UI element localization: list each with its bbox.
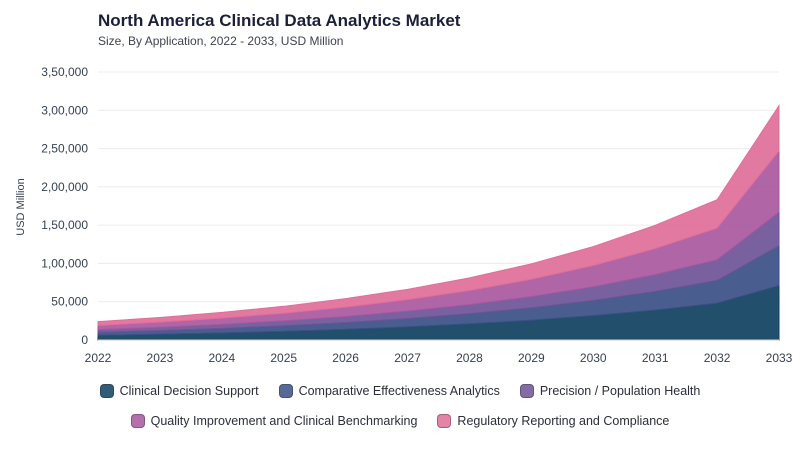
legend-swatch [99,384,114,398]
chart-title: North America Clinical Data Analytics Ma… [98,11,461,30]
chart-subtitle: Size, By Application, 2022 - 2033, USD M… [98,34,344,48]
y-tick-label: 3,50,000 [41,65,88,79]
x-tick-label: 2033 [766,351,793,365]
x-tick-label: 2030 [580,351,607,365]
x-tick-label: 2024 [208,351,235,365]
legend-swatch [519,384,534,398]
x-tick-label: 2031 [642,351,669,365]
y-tick-label: 2,50,000 [41,142,88,156]
legend-swatch [437,414,452,428]
legend-label: Precision / Population Health [539,384,701,398]
y-axis-label: USD Million [15,178,27,235]
x-tick-label: 2027 [394,351,421,365]
legend-label: Clinical Decision Support [119,384,259,398]
x-tick-label: 2022 [85,351,112,365]
x-tick-label: 2023 [147,351,174,365]
legend-item-clinical-decision-support[interactable]: Clinical Decision Support [99,384,259,398]
legend-item-quality-improvement[interactable]: Quality Improvement and Clinical Benchma… [130,414,418,428]
legend-row: Clinical Decision Support Comparative Ef… [0,384,800,398]
legend-item-precision-population-health[interactable]: Precision / Population Health [519,384,701,398]
legend-swatch [278,384,293,398]
area-series-5[interactable] [97,104,780,326]
x-tick-label: 2025 [270,351,297,365]
legend-label: Quality Improvement and Clinical Benchma… [150,414,418,428]
x-tick-label: 2029 [518,351,545,365]
y-tick-label: 2,00,000 [41,180,88,194]
y-axis-ticks: 0 50,000 1,00,000 1,50,000 2,00,000 2,50,000 3… [41,65,88,347]
legend-row: Quality Improvement and Clinical Benchma… [0,414,800,428]
legend-label: Comparative Effectiveness Analytics [298,384,500,398]
legend-label: Regulatory Reporting and Compliance [457,414,670,428]
y-tick-label: 50,000 [51,295,88,309]
x-tick-label: 2026 [332,351,359,365]
x-tick-label: 2028 [456,351,483,365]
y-tick-label: 0 [81,333,88,347]
y-tick-label: 3,00,000 [41,103,88,117]
legend-swatch [130,414,145,428]
y-tick-label: 1,50,000 [41,218,88,232]
legend-item-comparative-effectiveness-analytics[interactable]: Comparative Effectiveness Analytics [278,384,500,398]
x-tick-label: 2032 [704,351,731,365]
x-axis-ticks: 2022 2023 2024 2025 2026 2027 2028 2029 2030 2031… [85,351,793,365]
area-series [97,104,780,341]
legend-item-regulatory-reporting[interactable]: Regulatory Reporting and Compliance [437,414,669,428]
y-tick-label: 1,00,000 [41,256,88,270]
